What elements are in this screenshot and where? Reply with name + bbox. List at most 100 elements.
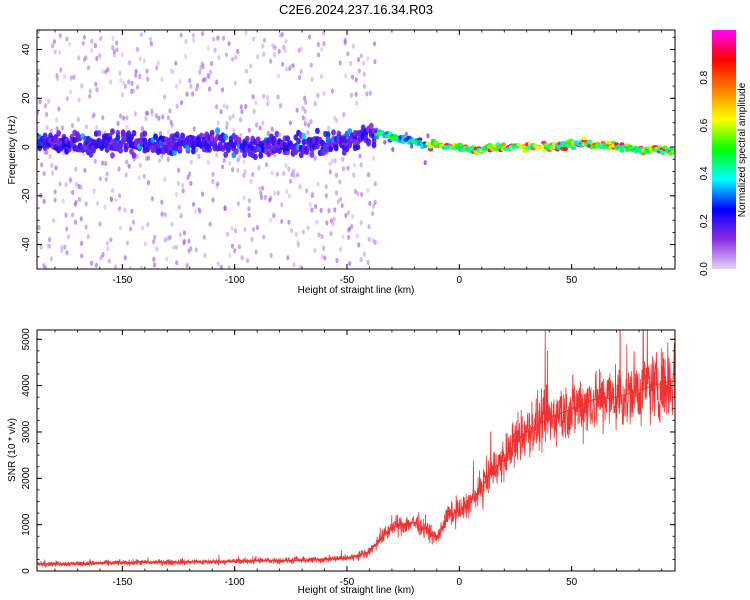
spectrogram-cell: [309, 118, 313, 125]
spectrogram-cell: [349, 60, 353, 67]
spectrogram-cell: [58, 49, 62, 56]
spectrogram-cell: [60, 125, 65, 131]
spectrogram-cell: [135, 46, 139, 53]
spectrogram-cell: [309, 62, 313, 68]
spectrogram-cell: [191, 91, 195, 97]
spectrogram-cell: [262, 234, 266, 240]
spectrogram-cell: [157, 158, 162, 164]
spectrogram-cell: [144, 115, 148, 122]
spectrogram-cell: [355, 143, 361, 151]
spectrogram-cell: [90, 260, 94, 266]
spectrogram-cell: [172, 244, 176, 250]
spectrogram-cell: [64, 181, 68, 188]
spectrogram-cell: [325, 220, 329, 226]
spectrogram-cell: [230, 243, 234, 249]
spectrogram-cell: [368, 200, 372, 206]
spectrogram-cell: [278, 103, 283, 109]
spectrogram-cell: [276, 190, 280, 196]
spectrogram-cell: [208, 221, 212, 227]
spectrogram-cell: [146, 221, 150, 228]
spectrogram-cell: [135, 153, 139, 159]
spectrogram-cell: [73, 219, 78, 225]
spectrogram-cell: [261, 43, 265, 49]
spectrogram-cell: [166, 156, 170, 163]
spectrogram-cell: [96, 130, 102, 137]
spectrogram-cell: [410, 143, 414, 149]
spectrogram-cell: [160, 199, 164, 205]
spectrogram-cell: [154, 113, 158, 119]
spectrogram-cell: [238, 154, 242, 160]
spectrogram-cell: [230, 56, 235, 62]
spectrogram-cell: [352, 162, 357, 168]
spectrogram-cell: [84, 55, 88, 61]
spectrogram-cell: [119, 77, 123, 83]
spectrogram-cell: [619, 148, 625, 153]
spectrogram-cell: [37, 30, 41, 34]
spectrogram-cell: [330, 158, 334, 164]
spectrogram-cell: [189, 159, 194, 165]
spectrogram-cell: [365, 91, 369, 97]
spectrogram-cell: [225, 104, 229, 110]
spectrogram-cell: [160, 153, 164, 159]
spectrogram-cell: [222, 157, 226, 164]
spectrogram-cell: [89, 47, 94, 54]
y-tick-label: -20: [21, 188, 32, 203]
spectrogram-cell: [246, 258, 250, 264]
spectrogram-cell: [347, 210, 351, 216]
spectrogram-cell: [289, 178, 293, 184]
spectrogram-cell: [179, 213, 183, 219]
spectrogram-cell: [105, 240, 109, 246]
spectrogram-cell: [328, 169, 332, 175]
spectrogram-cell: [80, 240, 84, 246]
spectrogram-cell: [298, 264, 303, 269]
spectrogram-cell: [227, 264, 231, 269]
spectrogram-cell: [301, 105, 305, 111]
spectrogram-cell: [42, 132, 48, 139]
spectrogram-cell: [115, 40, 119, 46]
spectrogram-y-ticks: -40 -20 0 20 40: [21, 36, 675, 270]
spectrogram-cell: [263, 194, 267, 201]
spectrogram-cell: [284, 38, 288, 44]
spectrogram-cell: [281, 61, 285, 67]
spectrogram-cell: [155, 65, 159, 71]
spectrogram-cell: [297, 74, 302, 81]
spectrogram-cell: [206, 159, 210, 166]
spectrogram-cell: [373, 59, 377, 65]
spectrogram-cell: [284, 163, 288, 169]
spectrogram-cell: [215, 79, 219, 85]
spectrogram-cell: [175, 260, 179, 266]
spectrogram-cell: [91, 147, 96, 154]
spectrogram-cell: [374, 135, 380, 140]
spectrogram-cell: [65, 36, 69, 42]
spectrogram-cell: [155, 246, 159, 252]
spectrogram-cell: [352, 172, 356, 178]
spectrogram-cell: [198, 69, 202, 75]
spectrogram-cell: [185, 263, 189, 269]
spectrogram-cell: [39, 244, 43, 250]
spectrogram-cell: [329, 231, 333, 237]
spectrogram-cell: [217, 54, 221, 61]
spectrogram-cell: [305, 188, 309, 194]
spectrogram-cell: [139, 265, 144, 269]
spectrogram-cell: [43, 103, 48, 109]
spectrogram-cell: [244, 68, 248, 74]
spectrogram-cell: [57, 106, 61, 112]
spectrogram-cell: [269, 58, 273, 64]
spectrogram-cell: [313, 247, 317, 254]
spectrogram-cell: [148, 36, 152, 42]
spectrogram-cell: [128, 266, 132, 269]
spectrogram-cell: [259, 194, 264, 200]
spectrogram-cell: [391, 147, 395, 152]
spectrogram-cell: [160, 211, 164, 217]
spectrogram-cell: [568, 138, 574, 143]
spectrogram-cell: [198, 208, 202, 214]
spectrogram-cell: [163, 211, 167, 218]
spectrogram-cell: [341, 156, 345, 162]
spectrogram-cell: [145, 68, 149, 74]
spectrogram-cell: [346, 51, 350, 57]
spectrogram-cell: [276, 73, 280, 79]
spectrogram-cell: [273, 190, 277, 197]
spectrogram-cell: [271, 135, 277, 143]
spectrogram-cell: [58, 33, 62, 39]
spectrogram-cell: [236, 48, 240, 55]
